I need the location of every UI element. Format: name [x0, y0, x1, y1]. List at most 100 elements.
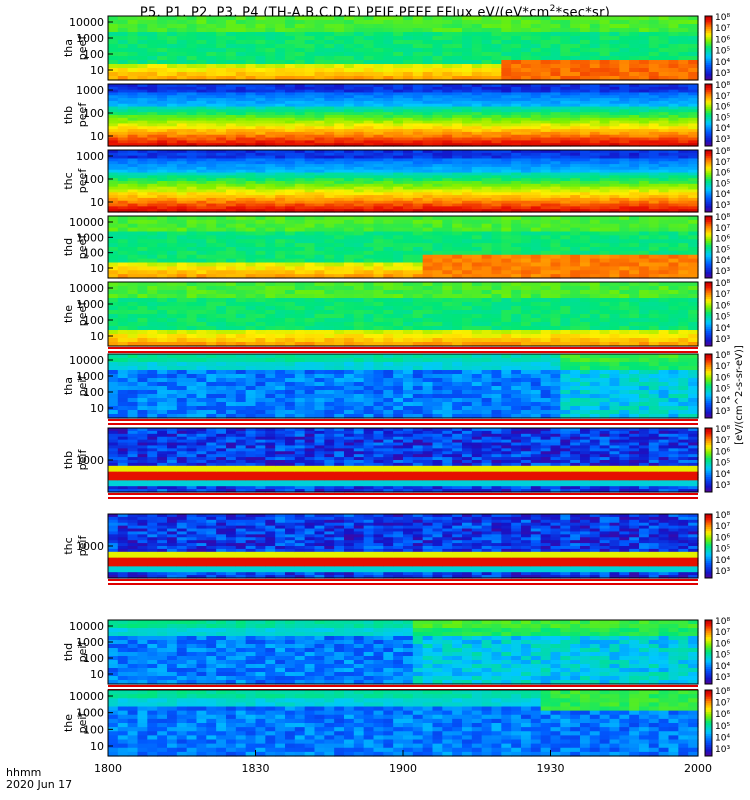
heatmap-cell [167, 140, 178, 144]
heatmap-cell [442, 112, 453, 116]
heatmap-cell [570, 103, 581, 108]
heatmap-cell [314, 192, 325, 196]
heatmap-cell [521, 172, 532, 176]
heatmap-cell [235, 16, 247, 21]
heatmap-cell [530, 16, 542, 21]
heatmap-cell [403, 92, 414, 96]
heatmap-cell [501, 86, 512, 91]
colorbar-segment [705, 261, 712, 265]
heatmap-cell [648, 28, 660, 33]
heatmap-cell [530, 123, 542, 127]
heatmap-cell [471, 235, 483, 240]
heatmap-cell [108, 270, 119, 275]
heatmap-cell [521, 262, 532, 267]
heatmap-cell [668, 20, 679, 25]
heatmap-cell [157, 103, 168, 108]
heatmap-cell [658, 197, 670, 202]
heatmap-cell [196, 342, 207, 347]
heatmap-cell [540, 178, 552, 182]
heatmap-cell [334, 20, 345, 25]
heatmap-cell [462, 16, 473, 21]
heatmap-cell [363, 169, 375, 174]
heatmap-cell [186, 24, 198, 29]
heatmap-cell [530, 120, 542, 125]
heatmap-cell [245, 84, 257, 88]
heatmap-cell [560, 48, 571, 53]
heatmap-cell [403, 117, 414, 122]
heatmap-cell [383, 239, 394, 244]
heatmap-cell [688, 68, 699, 73]
heatmap-cell [334, 120, 345, 125]
heatmap-cell [511, 60, 522, 65]
heatmap-cell [314, 219, 325, 225]
heatmap-cell [157, 164, 168, 168]
heatmap-cell [226, 36, 237, 41]
heatmap-cell [147, 92, 158, 96]
heatmap-cell [393, 169, 404, 174]
heatmap-cell [186, 262, 198, 267]
heatmap-cell [432, 175, 443, 179]
colorbar-segment [705, 191, 712, 194]
heatmap-cell [619, 115, 630, 119]
heatmap-cell [167, 172, 178, 176]
heatmap-cell [216, 89, 227, 94]
heatmap-cell [373, 68, 384, 73]
heatmap-cell [481, 178, 493, 182]
heatmap-cell [639, 235, 650, 240]
heatmap-cell [599, 117, 611, 122]
heatmap-cell [491, 68, 502, 73]
heatmap-cell [501, 68, 512, 73]
colorbar-segment [705, 121, 712, 124]
heatmap-cell [334, 254, 345, 260]
heatmap-cell [176, 106, 188, 110]
heatmap-cell [658, 44, 670, 49]
heatmap-cell [609, 227, 620, 233]
heatmap-cell [599, 274, 611, 279]
heatmap-cell [393, 175, 404, 179]
heatmap-cell [570, 209, 581, 213]
heatmap-cell [147, 209, 158, 213]
heatmap-cell [619, 197, 630, 202]
heatmap-cell [619, 266, 630, 271]
colorbar-tick-label: 10⁶ [715, 35, 730, 45]
heatmap-cell [186, 306, 198, 311]
heatmap-cell [471, 115, 483, 119]
heatmap-cell [570, 64, 581, 69]
heatmap-cell [471, 161, 483, 165]
heatmap-cell [462, 206, 473, 210]
heatmap-cell [442, 72, 453, 77]
heatmap-cell [668, 166, 679, 171]
heatmap-cell [324, 86, 335, 91]
heatmap-cell [147, 235, 158, 240]
heatmap-cell [521, 115, 532, 119]
heatmap-cell [560, 274, 571, 279]
heatmap-cell [403, 68, 414, 73]
colorbar-segment [705, 183, 712, 186]
heatmap-cell [540, 100, 552, 105]
colorbar-segment [705, 45, 712, 49]
heatmap-cell [344, 129, 355, 133]
heatmap-cell [639, 189, 650, 193]
heatmap-cell [432, 152, 443, 157]
colorbar-tick-label: 10³ [715, 69, 730, 79]
heatmap-cell [521, 181, 532, 185]
heatmap-cell [530, 106, 542, 110]
heatmap-cell [226, 98, 237, 102]
heatmap-cell [147, 216, 158, 221]
heatmap-cell [304, 20, 316, 25]
heatmap-cell [648, 103, 660, 108]
heatmap-cell [176, 32, 188, 37]
heatmap-cell [521, 227, 532, 233]
heatmap-cell [334, 203, 345, 207]
heatmap-cell [363, 178, 375, 182]
heatmap-cell [235, 219, 247, 225]
heatmap-cell [609, 20, 620, 25]
heatmap-cell [393, 166, 404, 171]
heatmap-cell [599, 112, 611, 116]
heatmap-cell [314, 24, 325, 29]
heatmap-cell [658, 140, 670, 144]
heatmap-cell [245, 28, 257, 33]
heatmap-cell [324, 68, 335, 73]
heatmap-cell [521, 235, 532, 240]
heatmap-cell [206, 158, 217, 162]
